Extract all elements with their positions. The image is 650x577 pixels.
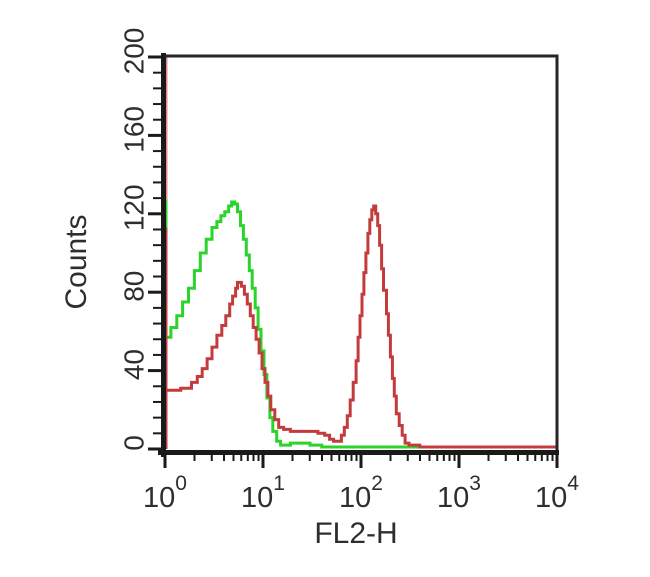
x-tick-label: 101 [241,472,285,514]
x-tick-label: 104 [535,472,579,514]
x-axis-title: FL2-H [314,517,397,550]
green-control-trace [166,200,557,449]
plot-box [162,54,559,454]
y-tick-label: 40 [118,349,149,380]
x-tick-label: 102 [339,472,383,514]
y-tick-label: 200 [118,28,149,75]
plot-frame [158,53,559,457]
red-sample-trace [166,204,557,449]
y-tick-label: 0 [118,435,149,451]
y-axis-title: Counts [60,214,93,309]
y-tick-label: 120 [118,184,149,231]
series-curves [166,200,557,449]
axis-tick-labels: 100 101 102 103 104 0 40 80 120 160 200 [118,28,579,514]
y-tick-label: 80 [118,271,149,302]
x-tick-label: 103 [437,472,481,514]
y-tick-label: 160 [118,106,149,153]
axis-ticks [148,55,559,468]
x-tick-label: 100 [143,472,187,514]
